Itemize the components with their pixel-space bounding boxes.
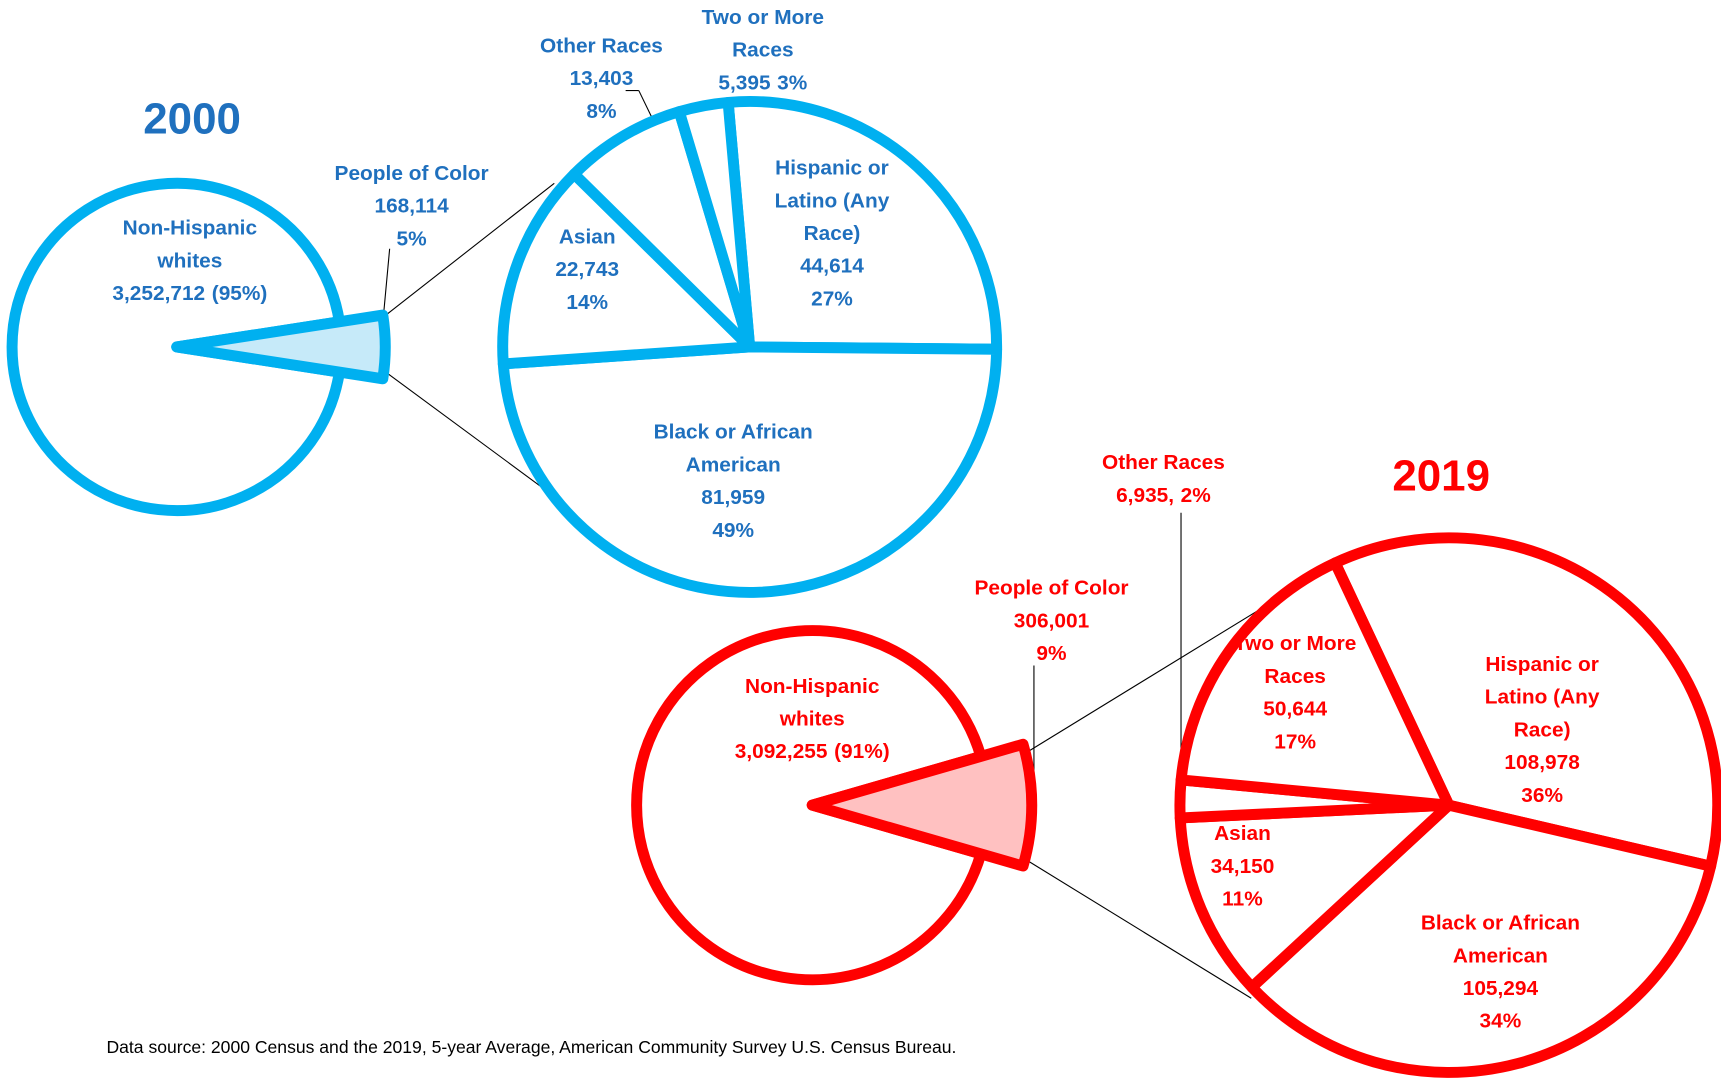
slice-name: People of Color — [974, 577, 1129, 601]
value-label: 108,978 — [1504, 751, 1580, 775]
chart-title: 2000 — [143, 95, 241, 144]
percent-label: 9% — [1036, 642, 1067, 666]
slice-label: Hispanic or Latino (Any Race) 108,978 36% — [1474, 649, 1611, 813]
value-label: 34,150 — [1210, 855, 1275, 879]
pie-slice — [806, 738, 1038, 872]
slice-label: Other Races 13,403 8% — [514, 31, 690, 129]
percent-label: 5% — [396, 228, 427, 251]
percent-label: 8% — [586, 100, 617, 124]
slice-name: Non-Hispanic whites — [122, 217, 258, 273]
value-label: 5,395 — [718, 72, 771, 95]
percent-label: (95%) — [211, 282, 268, 306]
connector-line — [1029, 861, 1252, 999]
slice-label: Asian 22,743 14% — [521, 221, 653, 319]
value-label: 22,743 — [555, 258, 620, 282]
value-label: 6,935, — [1116, 484, 1175, 508]
value-label: 44,614 — [800, 255, 864, 279]
sub-pie-slice — [1174, 799, 1455, 993]
percent-label: 2% — [1180, 484, 1211, 508]
slice-name: Other Races — [540, 34, 663, 58]
sub-pie-slice — [1329, 532, 1721, 872]
slice-name: Other Races — [1102, 451, 1225, 475]
sub-pie-slice — [673, 96, 756, 353]
slice-name: Two or More Races — [701, 6, 825, 63]
slice-name: Black or African American — [653, 421, 813, 477]
slice-label: Two or More Races 5,395 3% — [683, 2, 842, 100]
slice-name: Asian — [558, 225, 616, 249]
slice-name: Asian — [1214, 822, 1271, 846]
connector-line — [1029, 597, 1279, 752]
value-line: 6,935, 2% — [1076, 480, 1252, 513]
sub-pie-slice — [1175, 557, 1455, 811]
slice-label: People of Color 168,114 5% — [291, 158, 532, 256]
percent-label: 11% — [1222, 888, 1263, 911]
slice-label: Two or More Races 50,644 17% — [1233, 628, 1357, 759]
percent-label: (91%) — [834, 740, 890, 764]
value-line: 3,092,255 (91%) — [716, 736, 908, 769]
slice-label: Asian 34,150 11% — [1177, 818, 1309, 916]
value-label: 306,001 — [1013, 609, 1090, 633]
percent-label: 14% — [566, 291, 609, 315]
value-line: 3,252,712 (95%) — [94, 278, 286, 311]
percent-label: 36% — [1521, 784, 1563, 808]
connector-line — [638, 90, 654, 121]
value-label: 168,114 — [374, 195, 449, 219]
sub-pie-slice — [722, 96, 1003, 355]
slice-label: Non-Hispanic whites 3,252,712 (95%) — [94, 213, 286, 311]
slice-label: People of Color 306,001 9% — [931, 573, 1172, 671]
value-line: 5,395 3% — [683, 68, 842, 101]
value-label: 3,252,712 — [112, 282, 206, 306]
slice-label: Non-Hispanic whites 3,092,255 (91%) — [716, 671, 908, 769]
slice-label: Other Races 6,935, 2% — [1076, 447, 1252, 512]
slice-name: People of Color — [334, 162, 489, 186]
value-label: 13,403 — [569, 67, 634, 91]
slice-label: Black or African American 81,959 49% — [634, 417, 832, 548]
slice-name: Black or African American — [1420, 912, 1580, 968]
slice-label: Black or African American 105,294 34% — [1402, 908, 1600, 1039]
sub-pie-slice — [497, 341, 1003, 598]
slice-label: Hispanic or Latino (Any Race) 44,614 27% — [763, 153, 900, 317]
slice-name: Non-Hispanic whites — [745, 675, 880, 731]
value-label: 105,294 — [1462, 977, 1539, 1001]
value-label: 3,092,255 — [734, 740, 828, 764]
slice-name: Two or More Races — [1233, 632, 1357, 689]
value-label: 81,959 — [701, 486, 766, 510]
sub-pie-slice — [497, 168, 756, 370]
source-note: Data source: 2000 Census and the 2019, 5… — [106, 1038, 957, 1058]
slice-name: Hispanic or Latino (Any Race) — [774, 157, 890, 246]
percent-label: 17% — [1274, 730, 1317, 754]
connector-line — [383, 182, 555, 317]
connector-line — [383, 370, 555, 497]
value-label: 50,644 — [1263, 698, 1328, 722]
percent-label: 34% — [1479, 1010, 1522, 1034]
slice-name: Hispanic or Latino (Any Race) — [1484, 653, 1600, 742]
pie-slice — [171, 309, 391, 385]
chart-title: 2019 — [1392, 452, 1490, 501]
percent-label: 49% — [712, 519, 755, 543]
percent-label: 3% — [777, 72, 808, 95]
sub-pie-slice — [1246, 799, 1717, 1078]
percent-label: 27% — [811, 288, 853, 311]
